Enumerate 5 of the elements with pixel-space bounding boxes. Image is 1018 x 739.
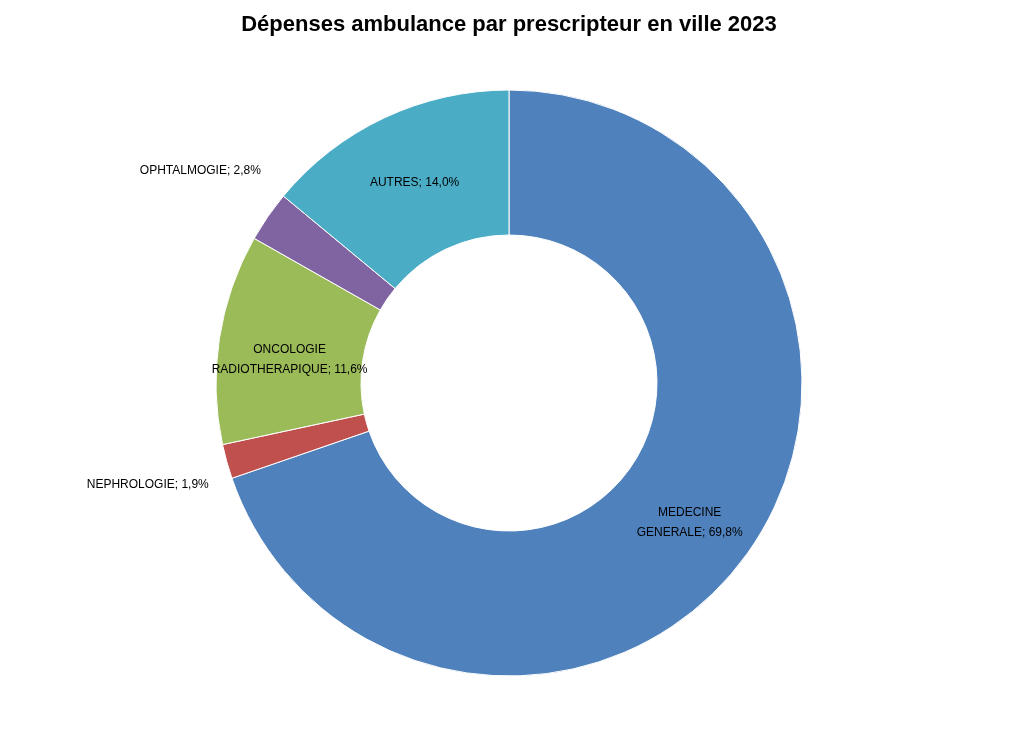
- slice-label: AUTRES; 14,0%: [369, 175, 460, 190]
- slice-label: OPHTALMOGIE; 2,8%: [139, 162, 262, 177]
- chart-title: Dépenses ambulance par prescripteur en ville 2023: [241, 11, 777, 36]
- slice-label: NEPHROLOGIE; 1,9%: [86, 476, 210, 491]
- slice-label: MEDECINE GENERALE; 69,8%: [636, 504, 744, 539]
